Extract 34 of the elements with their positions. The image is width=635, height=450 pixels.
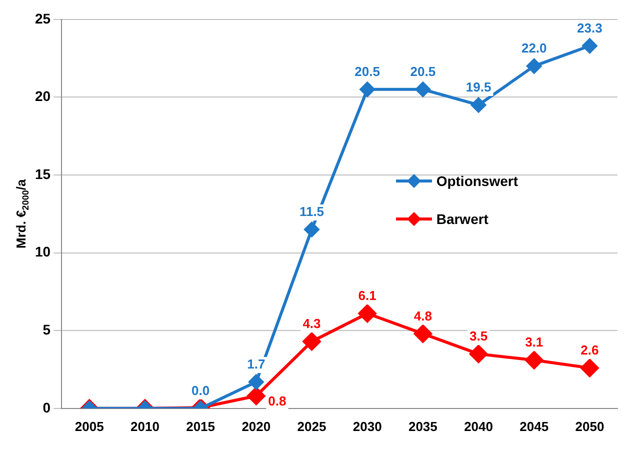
data-label: 3.1	[525, 334, 544, 350]
data-label: 1.7	[247, 356, 266, 372]
x-tick-label: 2025	[297, 418, 326, 434]
x-tick-label: 2035	[408, 418, 438, 434]
data-label: 19.5	[466, 80, 492, 95]
data-label: 0.8	[268, 394, 286, 409]
data-label: 2.6	[580, 342, 599, 358]
x-tick-label: 2045	[520, 418, 549, 434]
legend-label: Barwert	[436, 211, 488, 227]
data-label: 23.3	[577, 20, 602, 36]
data-label: 6.1	[358, 288, 376, 304]
y-tick-label: 5	[42, 321, 51, 338]
data-label: 3.5	[469, 328, 488, 344]
y-tick-label: 10	[34, 244, 51, 260]
data-label: 4.8	[414, 308, 432, 324]
data-label: 20.5	[354, 64, 380, 79]
y-tick-label: 15	[34, 166, 51, 182]
x-tick-label: 2005	[74, 418, 104, 434]
x-tick-label: 2030	[352, 418, 382, 434]
legend-label: Optionswert	[436, 173, 518, 189]
y-tick-label: 0	[42, 399, 51, 416]
data-label: 4.3	[302, 316, 321, 332]
x-tick-label: 2010	[130, 418, 160, 434]
x-tick-label: 2040	[464, 418, 493, 434]
x-tick-label: 2020	[242, 418, 271, 434]
x-tick-label: 2050	[575, 418, 604, 434]
x-tick-label: 2015	[186, 418, 216, 434]
data-label: 0.0	[192, 382, 210, 398]
data-label: 22.0	[521, 40, 547, 56]
y-axis-title: Mrd. €2000/a	[14, 178, 30, 248]
data-label: 11.5	[299, 204, 324, 220]
y-tick-label: 20	[34, 88, 51, 104]
y-tick-label: 25	[34, 10, 51, 26]
data-label: 20.5	[410, 64, 436, 79]
